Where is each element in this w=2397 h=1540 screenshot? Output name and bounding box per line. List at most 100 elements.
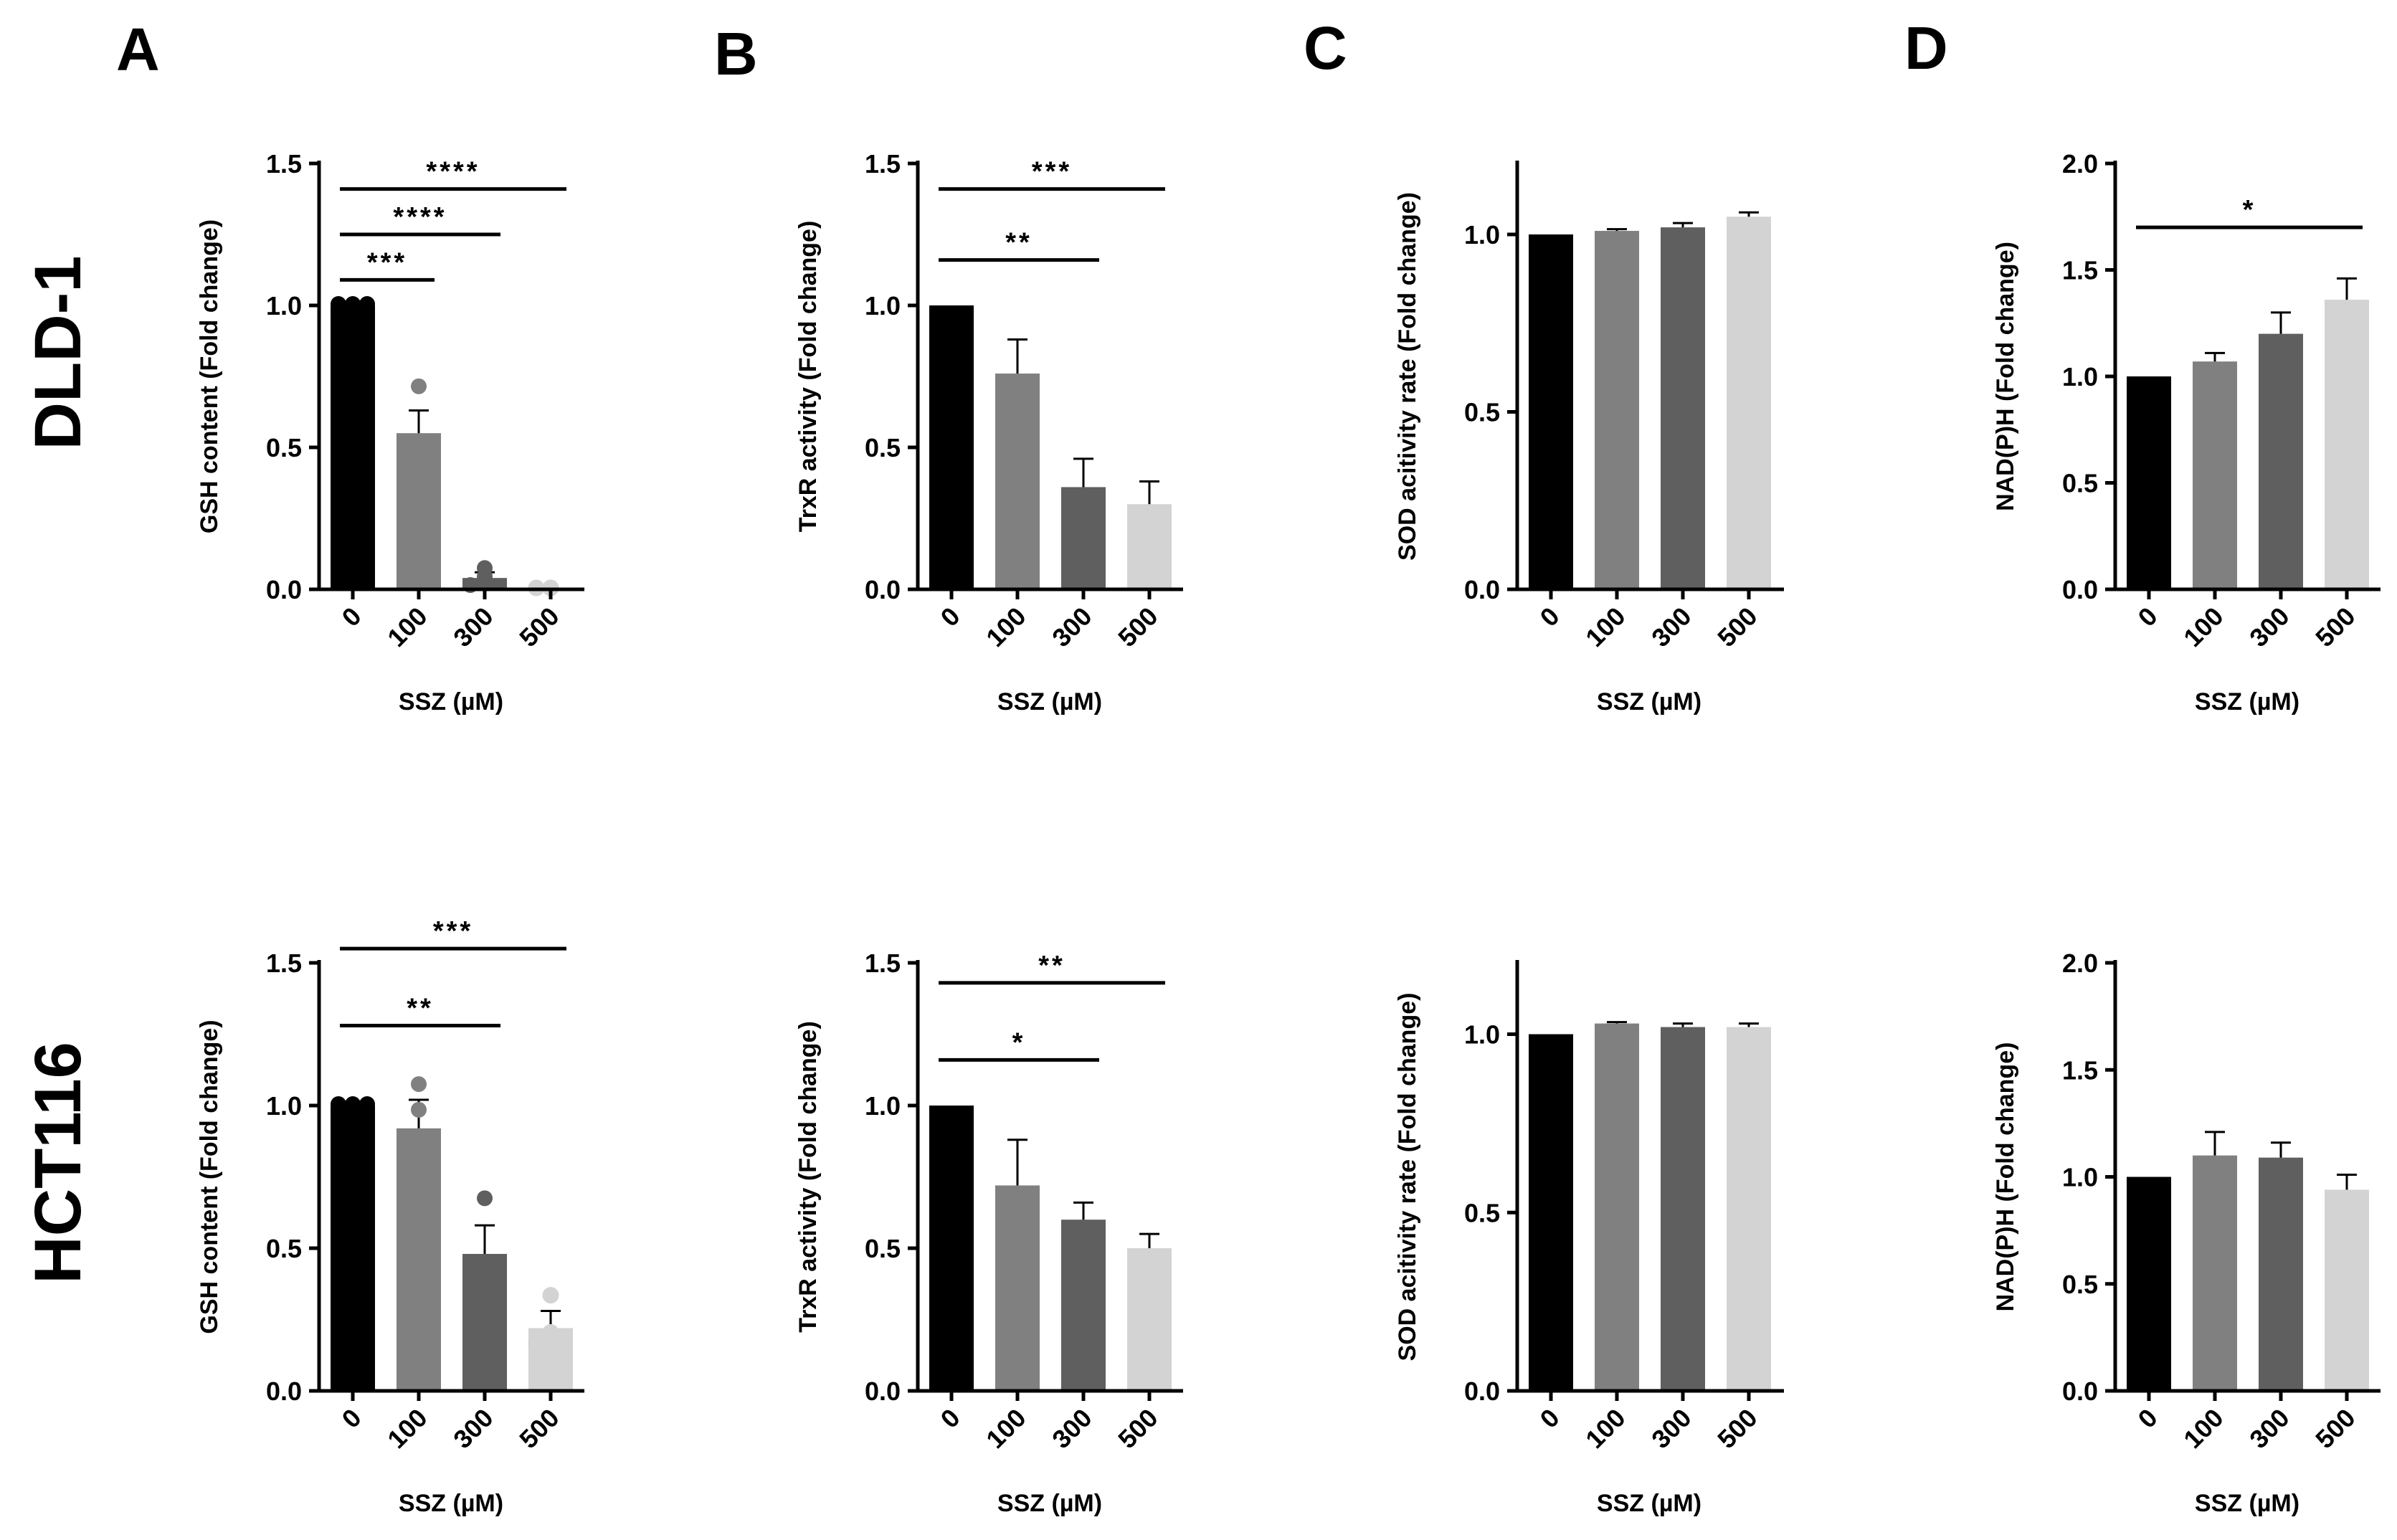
bar-300 — [2259, 333, 2303, 589]
y-tick-label: 0.5 — [1464, 398, 1500, 427]
x-tick-label-100: 100 — [2178, 1403, 2229, 1454]
x-tick-label-500: 500 — [513, 1403, 564, 1454]
y-tick-label: 1.0 — [865, 291, 901, 320]
y-tick-label: 0.5 — [865, 1234, 901, 1263]
x-axis-title: SSZ (µM) — [399, 688, 503, 716]
y-tick-label: 0.0 — [865, 1377, 901, 1406]
chart-dld1-trxr: 0.0 0.5 1.0 1.5 0 100 300 500 SSZ (µM) TrxR activ… — [794, 149, 1183, 716]
x-axis-title: SSZ (µM) — [997, 1490, 1102, 1517]
bar-500 — [1727, 217, 1771, 589]
y-tick-label: 0.0 — [865, 575, 901, 604]
significance-label-1: *** — [433, 916, 473, 946]
data-point-0 — [359, 1096, 375, 1112]
x-tick-label-0: 0 — [935, 1403, 966, 1434]
y-tick-label: 0.5 — [2062, 469, 2098, 498]
x-axis-title: SSZ (µM) — [399, 1490, 503, 1517]
x-tick-label-300: 300 — [1646, 602, 1696, 652]
data-point-300 — [477, 1190, 493, 1207]
y-tick-label: 1.5 — [865, 149, 901, 179]
data-point-100 — [411, 438, 427, 454]
chart-hct116-trxr: 0.0 0.5 1.0 1.5 0 100 300 500 SSZ (µM) TrxR activ… — [794, 949, 1183, 1517]
y-tick-label: 0.0 — [1464, 1377, 1500, 1406]
y-axis-title: NAD(P)H (Fold change) — [1992, 242, 2019, 511]
x-tick-label-500: 500 — [2310, 602, 2360, 652]
x-axis-title: SSZ (µM) — [2195, 1490, 2299, 1517]
x-axis-title: SSZ (µM) — [1597, 1490, 1701, 1517]
data-point-0 — [345, 296, 361, 312]
bar-100 — [1595, 231, 1639, 589]
data-point-0 — [331, 1096, 346, 1112]
significance-label-0: ** — [407, 994, 434, 1024]
y-tick-label: 0.0 — [266, 1377, 302, 1406]
x-tick-label-300: 300 — [447, 1403, 498, 1454]
x-tick-label-100: 100 — [381, 1403, 432, 1454]
x-axis-title: SSZ (µM) — [1597, 688, 1701, 716]
data-point-100 — [411, 1076, 427, 1093]
chart-hct116-gsh: 0.0 0.5 1.0 1.5 0 100 300 500 SSZ (µM) GSH conten… — [196, 916, 584, 1517]
bar-100 — [2193, 1155, 2237, 1391]
y-tick-label: 0.5 — [1464, 1198, 1500, 1227]
data-point-100 — [397, 446, 412, 462]
data-point-100 — [411, 378, 427, 394]
bar-0 — [331, 1106, 375, 1391]
x-tick-label-0: 0 — [2132, 602, 2163, 632]
x-tick-label-0: 0 — [1534, 1403, 1565, 1434]
x-tick-label-500: 500 — [2310, 1403, 2360, 1454]
y-tick-label: 0.0 — [2062, 575, 2098, 604]
significance-label-1: **** — [393, 202, 447, 232]
bar-0 — [1529, 234, 1573, 589]
data-point-300 — [477, 1261, 493, 1278]
x-tick-label-0: 0 — [2132, 1403, 2163, 1434]
x-tick-label-300: 300 — [447, 602, 498, 652]
bar-300 — [1661, 227, 1705, 589]
x-tick-label-300: 300 — [1046, 1403, 1097, 1454]
data-point-0 — [345, 1096, 361, 1112]
data-point-300 — [477, 560, 493, 576]
x-tick-label-300: 300 — [2244, 602, 2294, 652]
y-tick-label: 1.5 — [266, 949, 302, 978]
y-tick-label: 1.5 — [2062, 1055, 2098, 1085]
significance-label-1: ** — [1038, 951, 1065, 981]
y-tick-label: 0.5 — [2062, 1270, 2098, 1299]
chart-dld1-nadph: 0.0 0.5 1.0 1.5 2.0 0 100 300 500 SSZ (µM) NAD(P)H… — [1992, 149, 2381, 716]
y-axis-title: SOD acitivity rate (Fold change) — [1394, 993, 1421, 1361]
panel-letter-c: C — [1304, 14, 1347, 82]
y-tick-label: 1.0 — [2062, 362, 2098, 391]
data-point-100 — [411, 1101, 427, 1118]
y-axis-title: TrxR activity (Fold change) — [794, 221, 822, 533]
bar-100 — [1595, 1023, 1639, 1391]
significance-label-2: **** — [426, 157, 480, 187]
y-axis-title: GSH content (Fold change) — [196, 219, 223, 533]
bar-0 — [1529, 1034, 1573, 1391]
data-point-0 — [331, 296, 346, 312]
x-axis-title: SSZ (µM) — [997, 688, 1102, 716]
y-tick-label: 0.0 — [266, 575, 302, 604]
bar-500 — [1127, 1248, 1172, 1391]
y-tick-label: 0.5 — [865, 433, 901, 462]
bar-100 — [397, 1128, 441, 1391]
y-tick-label: 1.0 — [266, 291, 302, 320]
bar-0 — [929, 305, 974, 589]
y-tick-label: 1.0 — [865, 1091, 901, 1121]
x-tick-label-300: 300 — [1646, 1403, 1696, 1454]
x-tick-label-500: 500 — [1712, 602, 1762, 652]
x-tick-label-100: 100 — [1580, 602, 1631, 652]
y-axis-title: SOD acitivity rate (Fold change) — [1394, 192, 1421, 561]
bar-0 — [2127, 376, 2171, 589]
panel-letter-b: B — [714, 20, 758, 87]
bar-300 — [2259, 1157, 2303, 1391]
chart-hct116-nadph: 0.0 0.5 1.0 1.5 2.0 0 100 300 500 SSZ (µM) NAD(P)H… — [1992, 949, 2381, 1517]
y-tick-label: 1.0 — [2062, 1163, 2098, 1192]
y-tick-label: 0.5 — [266, 1234, 302, 1263]
x-tick-label-0: 0 — [1534, 602, 1565, 632]
x-tick-label-100: 100 — [2178, 602, 2229, 652]
x-tick-label-500: 500 — [1712, 1403, 1762, 1454]
chart-dld1-sod: 0.0 0.5 1.0 0 100 300 500 SSZ (µM) SOD acitivity… — [1394, 161, 1784, 716]
y-tick-label: 1.5 — [2062, 256, 2098, 285]
y-axis-title: NAD(P)H (Fold change) — [1992, 1042, 2019, 1312]
x-tick-label-100: 100 — [980, 1403, 1031, 1454]
chart-dld1-gsh: 0.0 0.5 1.0 1.5 0 100 300 500 SSZ (µM) GSH conten… — [196, 149, 584, 716]
bar-100 — [995, 374, 1040, 589]
x-tick-label-0: 0 — [336, 1403, 367, 1434]
panel-letter-a: A — [116, 16, 160, 83]
